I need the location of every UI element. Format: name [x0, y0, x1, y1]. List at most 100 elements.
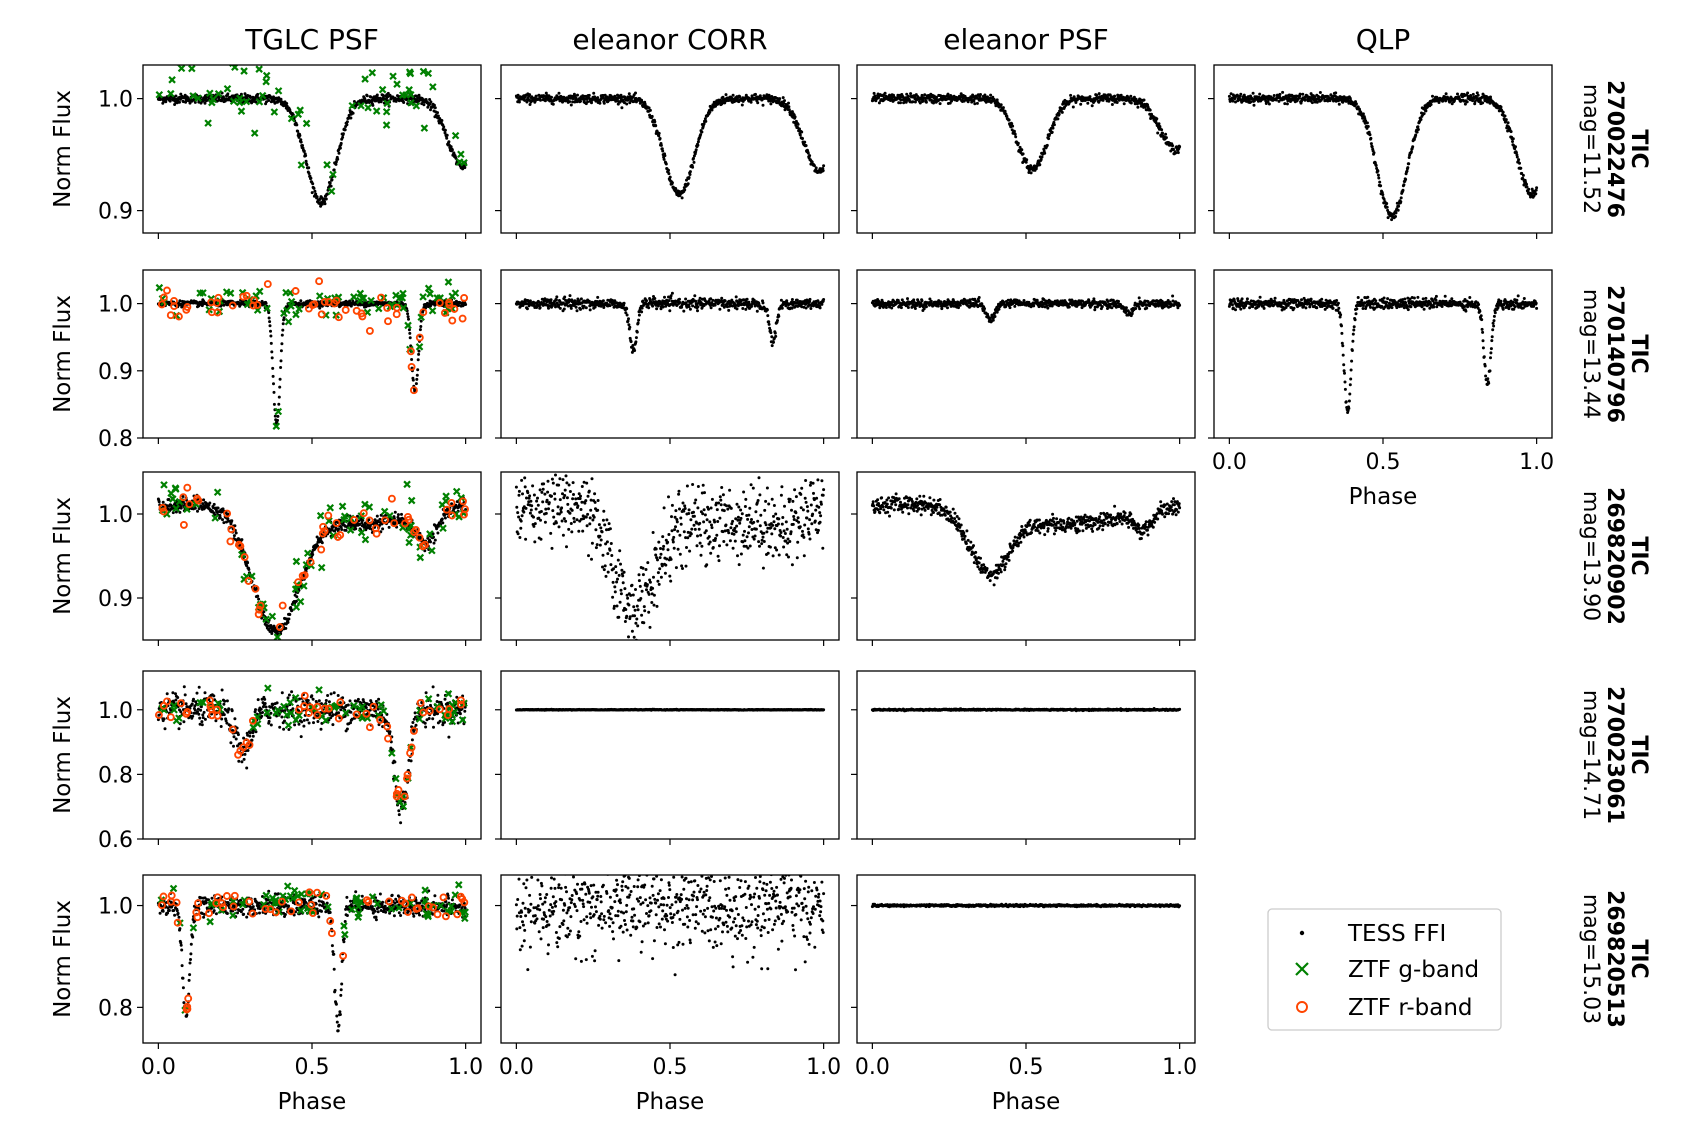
tess-point: [1129, 94, 1133, 98]
tess-point: [535, 306, 539, 309]
tess-point: [1416, 125, 1420, 129]
tess-point: [667, 295, 670, 299]
tess-point: [662, 157, 666, 161]
tess-point: [784, 304, 788, 308]
tess-point: [874, 99, 878, 103]
tess-point: [282, 316, 286, 320]
tess-point: [525, 307, 529, 311]
ztf-g-point: [272, 422, 281, 430]
ztf-g-point: [262, 77, 270, 86]
tess-point: [543, 99, 547, 103]
tess-point: [1285, 102, 1289, 106]
tess-point: [1396, 208, 1400, 212]
y-tick-label: 1.0: [98, 88, 133, 113]
tess-point: [966, 100, 970, 104]
tess-point: [718, 307, 722, 311]
tess-point: [1038, 163, 1042, 167]
tess-point: [1048, 133, 1051, 136]
tess-point: [402, 101, 406, 104]
ztf-r-point: [460, 293, 469, 302]
tess-point: [408, 331, 412, 335]
ztf-g-point: [166, 89, 175, 98]
tess-point: [429, 100, 433, 104]
tess-point: [1106, 95, 1109, 99]
tess-point: [1411, 145, 1415, 149]
tess-point: [313, 189, 317, 193]
ztf-g-point: [382, 107, 391, 116]
tess-point: [727, 299, 731, 303]
tess-point: [338, 146, 342, 150]
tess-point: [684, 301, 688, 305]
ztf-r-point: [407, 362, 416, 371]
tess-point: [1368, 133, 1372, 137]
tess-point: [587, 93, 591, 97]
tess-point: [1045, 143, 1049, 147]
tess-point: [710, 108, 714, 112]
tess-point: [577, 299, 581, 303]
tess-point: [584, 306, 588, 310]
tess-point: [1365, 121, 1369, 125]
tess-point: [704, 119, 708, 123]
tess-point: [906, 306, 910, 309]
ztf-g-point: [428, 307, 437, 315]
y-tick-label: 0.8: [98, 427, 133, 452]
ztf-g-point: [404, 321, 412, 330]
tess-point: [770, 344, 774, 348]
tess-point: [883, 91, 887, 95]
tess-points: [870, 294, 1182, 324]
tess-point: [319, 204, 323, 208]
tess-point: [296, 129, 300, 133]
ztf-r-point: [440, 308, 449, 317]
ztf-r-point: [310, 300, 319, 309]
tess-point: [1052, 123, 1056, 127]
tess-point: [1001, 106, 1005, 110]
tess-point: [767, 320, 771, 324]
ztf-g-point: [274, 87, 283, 95]
panel-r1-c1: [495, 269, 840, 444]
tess-point: [924, 305, 928, 309]
tess-point: [301, 144, 304, 147]
ztf-g-point: [294, 110, 303, 119]
tess-point: [538, 306, 542, 310]
tess-point: [939, 300, 943, 304]
tess-point: [178, 100, 181, 104]
tess-point: [1422, 112, 1426, 116]
tess-point: [1369, 136, 1373, 140]
ztf-g-point: [372, 107, 381, 115]
tess-point: [524, 302, 528, 306]
tess-point: [243, 92, 247, 96]
tess-point: [1164, 132, 1168, 136]
tess-point: [278, 377, 282, 381]
tess-point: [1469, 94, 1473, 97]
tess-point: [1267, 102, 1271, 106]
tess-point: [279, 349, 283, 353]
tess-point: [619, 93, 623, 97]
tess-point: [1088, 95, 1092, 99]
tess-point: [1056, 117, 1060, 121]
tess-point: [352, 100, 356, 103]
tess-point: [692, 160, 696, 164]
tess-point: [407, 317, 410, 321]
tess-point: [318, 197, 322, 201]
tess-point: [936, 304, 940, 308]
tess-point: [332, 168, 336, 172]
tess-point: [307, 166, 311, 170]
tess-point: [1334, 91, 1338, 95]
tess-point: [1501, 110, 1505, 114]
tess-point: [1514, 145, 1517, 149]
ztf-g-point: [383, 99, 391, 108]
ztf-g-point: [412, 102, 421, 110]
tess-point: [1317, 95, 1321, 99]
ztf-r-point: [384, 317, 392, 326]
tess-point: [946, 92, 950, 96]
ztf-g-point: [329, 170, 337, 179]
tess-point: [1160, 128, 1164, 132]
tess-point: [924, 100, 928, 104]
tess-point: [280, 333, 284, 337]
tess-point: [809, 307, 813, 310]
tess-point: [1040, 155, 1044, 159]
tess-point: [778, 97, 782, 101]
tess-point: [1298, 92, 1302, 96]
tess-point: [222, 303, 226, 307]
tess-point: [1535, 186, 1539, 190]
